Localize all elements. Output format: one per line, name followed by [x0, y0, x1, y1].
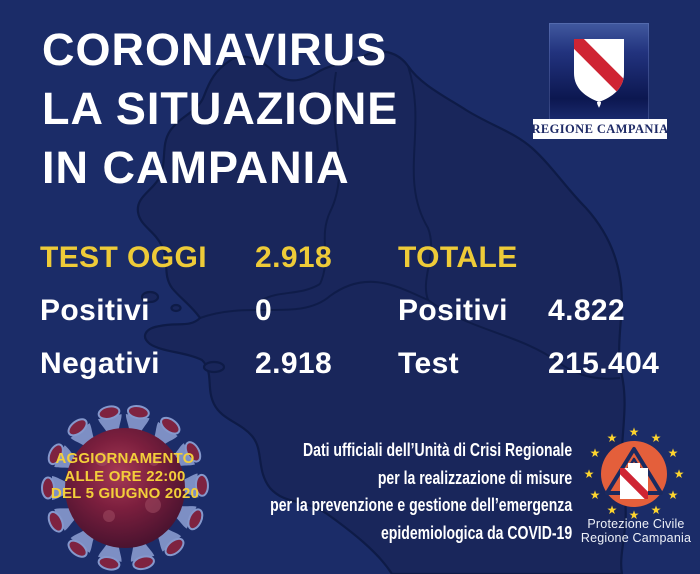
eu-star-icon: ★	[668, 446, 679, 460]
eu-star-icon: ★	[674, 467, 685, 481]
source-note-line: epidemiologica da COVID-19	[380, 522, 572, 543]
positivi-totale-value: 4.822	[548, 294, 626, 327]
eu-star-icon: ★	[607, 503, 618, 517]
eu-star-icon: ★	[651, 431, 662, 445]
source-note: Dati ufficiali dell’Unità di Crisi Regio…	[270, 437, 572, 547]
eu-star-icon: ★	[590, 488, 601, 502]
test-oggi-value: 2.918	[255, 241, 333, 274]
eu-star-icon: ★	[629, 426, 640, 439]
title-line: LA SITUAZIONE	[42, 83, 399, 134]
eu-star-icon: ★	[629, 508, 640, 520]
update-line: AGGIORNAMENTO	[55, 450, 195, 467]
eu-star-icon: ★	[668, 488, 679, 502]
negativi-oggi-value: 2.918	[255, 347, 333, 380]
coronavirus-icon	[41, 404, 209, 571]
protezione-civile-caption: Protezione Civile Regione Campania	[574, 517, 698, 545]
regione-campania-logo	[549, 23, 649, 120]
update-line: ALLE ORE 22:00	[64, 467, 186, 485]
page-title: CORONAVIRUS LA SITUAZIONE IN CAMPANIA	[42, 20, 398, 197]
regione-campania-wordmark: REGIONE CAMPANIA	[531, 119, 669, 139]
eu-star-icon: ★	[584, 467, 594, 481]
regione-campania-label: REGIONE CAMPANIA	[531, 121, 669, 136]
update-badge: AGGIORNAMENTO ALLE ORE 22:00 DEL 5 GIUGN…	[22, 450, 228, 503]
pc-caption-line: Regione Campania	[580, 531, 692, 545]
update-line: DEL 5 GIUGNO 2020	[50, 485, 200, 502]
campania-shield-icon	[574, 39, 624, 108]
positivi-totale-label: Positivi	[398, 294, 508, 327]
test-oggi-label: TEST OGGI	[40, 241, 207, 274]
title-line: IN CAMPANIA	[42, 142, 350, 193]
positivi-oggi-label: Positivi	[40, 294, 150, 327]
eu-star-icon: ★	[590, 446, 601, 460]
campania-shield-icon	[620, 463, 648, 499]
eu-stars-ring: ★ ★ ★ ★ ★ ★ ★ ★ ★ ★ ★ ★	[584, 426, 684, 520]
title-line: CORONAVIRUS	[42, 24, 388, 75]
test-totale-value: 215.404	[548, 347, 660, 380]
eu-star-icon: ★	[607, 431, 618, 445]
negativi-oggi-label: Negativi	[40, 347, 160, 380]
totale-label: TOTALE	[398, 241, 518, 274]
pc-caption-line: Protezione Civile	[587, 517, 685, 531]
protezione-civile-logo: ★ ★ ★ ★ ★ ★ ★ ★ ★ ★ ★ ★	[584, 426, 684, 520]
source-note-line: per la prevenzione e gestione dell’emerg…	[270, 495, 572, 515]
test-totale-label: Test	[398, 347, 460, 380]
source-note-line: Dati ufficiali dell’Unità di Crisi Regio…	[302, 440, 572, 460]
source-note-line: per la realizzazione di misure	[377, 467, 572, 488]
positivi-oggi-value: 0	[255, 294, 273, 327]
eu-star-icon: ★	[651, 503, 662, 517]
